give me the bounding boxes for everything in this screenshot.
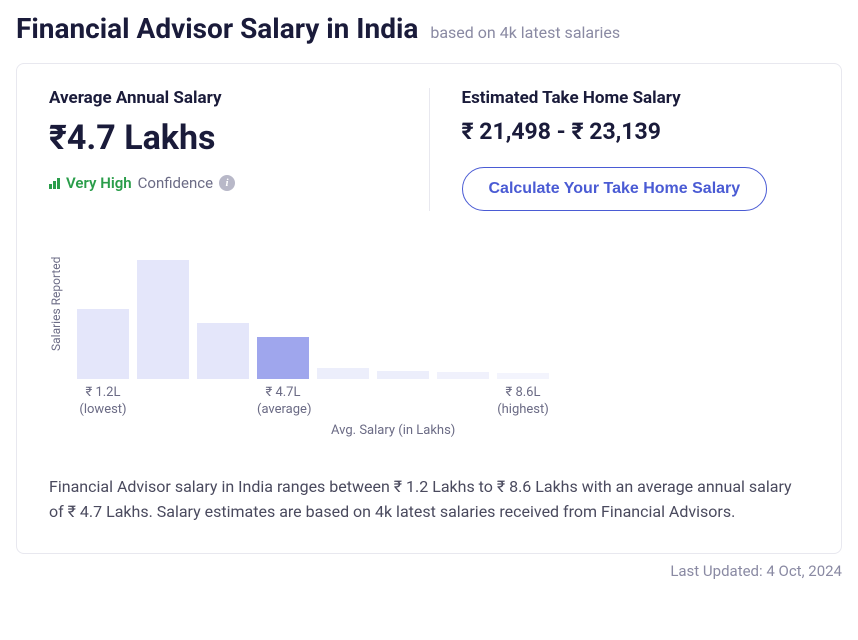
chart-x-label: ₹ 4.7L(average) <box>257 385 309 419</box>
page-title: Financial Advisor Salary in India <box>16 12 418 45</box>
chart-bar <box>437 372 489 379</box>
chart-x-label: ₹ 8.6L(highest) <box>497 385 549 419</box>
calculate-take-home-button[interactable]: Calculate Your Take Home Salary <box>462 167 768 211</box>
chart-x-label <box>197 385 249 419</box>
chart-bar <box>77 309 129 379</box>
chart-x-label <box>437 385 489 419</box>
average-salary-section: Average Annual Salary ₹4.7 Lakhs Very Hi… <box>49 88 430 211</box>
chart-bar <box>497 373 549 379</box>
salary-distribution-chart: Salaries Reported ₹ 1.2L(lowest) ₹ 4.7L(a… <box>49 239 809 438</box>
average-salary-value: ₹4.7 Lakhs <box>49 118 397 158</box>
chart-body: ₹ 1.2L(lowest) ₹ 4.7L(average) ₹ 8.6L(high… <box>71 239 809 438</box>
chart-bars <box>71 239 809 379</box>
chart-bar <box>377 371 429 379</box>
chart-x-axis-title: Avg. Salary (in Lakhs) <box>71 423 809 438</box>
chart-x-label <box>137 385 189 419</box>
chart-y-axis-label: Salaries Reported <box>49 239 63 369</box>
last-updated: Last Updated: 4 Oct, 2024 <box>16 562 842 580</box>
summary-row: Average Annual Salary ₹4.7 Lakhs Very Hi… <box>49 88 809 211</box>
take-home-label: Estimated Take Home Salary <box>462 88 810 108</box>
chart-bar <box>137 260 189 379</box>
chart-bar <box>257 337 309 379</box>
salary-card: Average Annual Salary ₹4.7 Lakhs Very Hi… <box>16 63 842 554</box>
salary-description: Financial Advisor salary in India ranges… <box>49 474 809 525</box>
chart-x-label: ₹ 1.2L(lowest) <box>77 385 129 419</box>
confidence-row: Very High Confidence i <box>49 174 397 192</box>
page-subtitle: based on 4k latest salaries <box>430 23 620 42</box>
signal-bars-icon <box>49 177 60 189</box>
page-header: Financial Advisor Salary in India based … <box>16 12 842 45</box>
take-home-section: Estimated Take Home Salary ₹ 21,498 - ₹ … <box>430 88 810 211</box>
info-icon[interactable]: i <box>219 175 235 191</box>
take-home-value: ₹ 21,498 - ₹ 23,139 <box>462 118 810 145</box>
chart-x-label <box>317 385 369 419</box>
confidence-word: Confidence <box>138 174 213 192</box>
chart-bar <box>197 323 249 379</box>
confidence-level: Very High <box>66 174 132 192</box>
chart-x-label <box>377 385 429 419</box>
chart-bar <box>317 368 369 379</box>
chart-x-labels: ₹ 1.2L(lowest) ₹ 4.7L(average) ₹ 8.6L(high… <box>71 385 809 419</box>
average-salary-label: Average Annual Salary <box>49 88 397 108</box>
